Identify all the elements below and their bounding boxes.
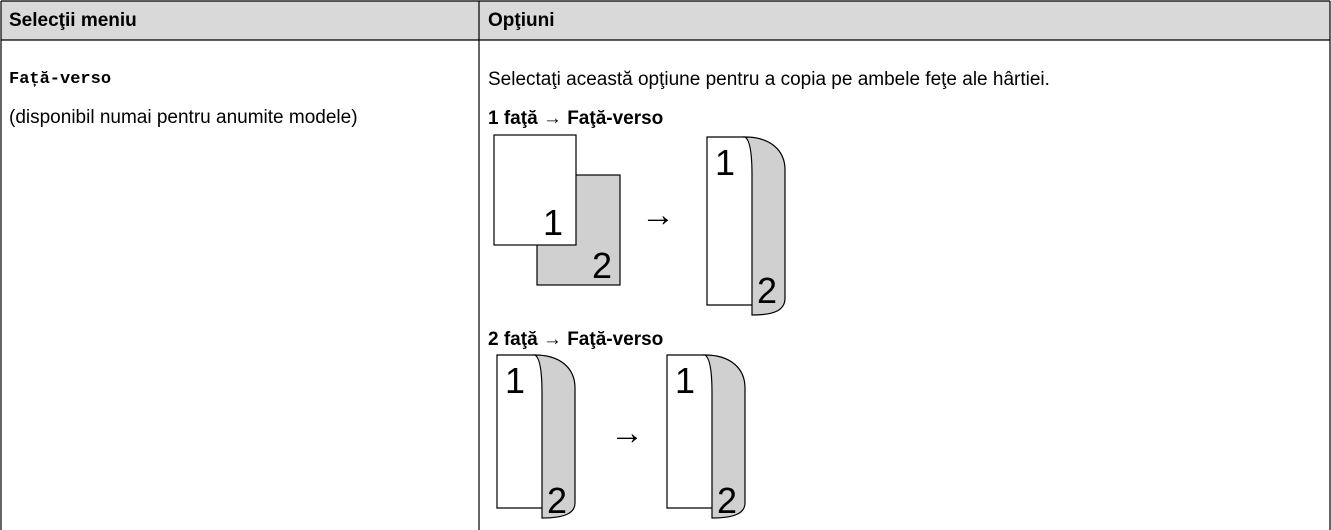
page-label: 1 bbox=[675, 360, 695, 401]
page-label: 1 bbox=[543, 202, 563, 243]
description: Selectaţi această opţiune pentru a copia… bbox=[488, 69, 1050, 90]
page-label: 2 bbox=[757, 270, 777, 311]
header-cell: Opţiuni bbox=[488, 10, 555, 31]
arrow: → bbox=[641, 196, 675, 234]
setting-name: Față-verso bbox=[9, 70, 112, 89]
page-label: 1 bbox=[505, 360, 525, 401]
header-cell: Selecţii meniu bbox=[9, 10, 137, 31]
diagram-two-sided: 1 2 → 1 2 bbox=[496, 354, 746, 521]
arrow: → bbox=[610, 414, 644, 452]
header-background bbox=[1, 1, 1330, 40]
diagram-one-sided: 1 2 → 1 2 bbox=[493, 134, 786, 316]
page-label: 1 bbox=[715, 142, 735, 183]
setting-note: (disponibil numai pentru anumite modele) bbox=[9, 107, 358, 128]
diagram-title: 2 faţă → Faţă-verso bbox=[488, 329, 664, 350]
page-label: 2 bbox=[547, 480, 567, 521]
page-label: 2 bbox=[592, 245, 612, 286]
diagram-title: 1 faţă → Faţă-verso bbox=[488, 108, 664, 129]
page-label: 2 bbox=[717, 480, 737, 521]
